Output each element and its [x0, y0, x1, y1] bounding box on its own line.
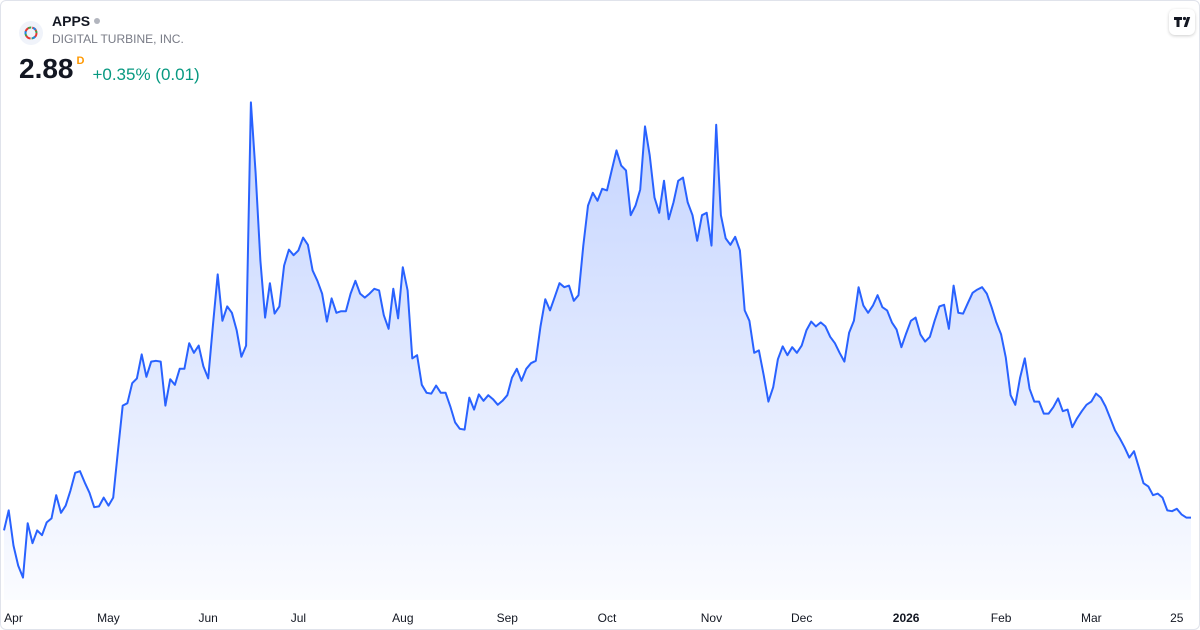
price-row: 2.88 D +0.35% (0.01)	[19, 53, 200, 85]
area-fill	[4, 102, 1191, 601]
company-logo	[19, 21, 43, 45]
x-tick-label: Jun	[198, 611, 217, 625]
x-tick-label: Mar	[1081, 611, 1102, 625]
company-name: DIGITAL TURBINE, INC.	[52, 32, 184, 46]
price-line	[3, 101, 1191, 579]
header: APPS DIGITAL TURBINE, INC.	[19, 13, 184, 46]
tradingview-logo[interactable]	[1169, 9, 1195, 35]
interval: D	[76, 55, 85, 67]
symbol: APPS	[52, 13, 91, 29]
x-tick-label: Oct	[598, 611, 617, 625]
x-tick-label: Feb	[991, 611, 1012, 625]
x-tick-label: Dec	[791, 611, 812, 625]
x-tick-label: Apr	[4, 611, 23, 625]
x-tick-label: Sep	[497, 611, 519, 625]
x-tick-label: Nov	[701, 611, 722, 625]
x-tick-label: Aug	[392, 611, 413, 625]
last-price: 2.88	[19, 53, 74, 84]
x-tick-label: Jul	[291, 611, 306, 625]
price-change: +0.35% (0.01)	[92, 65, 200, 84]
x-tick-label: 25	[1170, 611, 1184, 625]
x-tick-label: May	[97, 611, 120, 625]
x-tick-label: 2026	[893, 611, 920, 625]
